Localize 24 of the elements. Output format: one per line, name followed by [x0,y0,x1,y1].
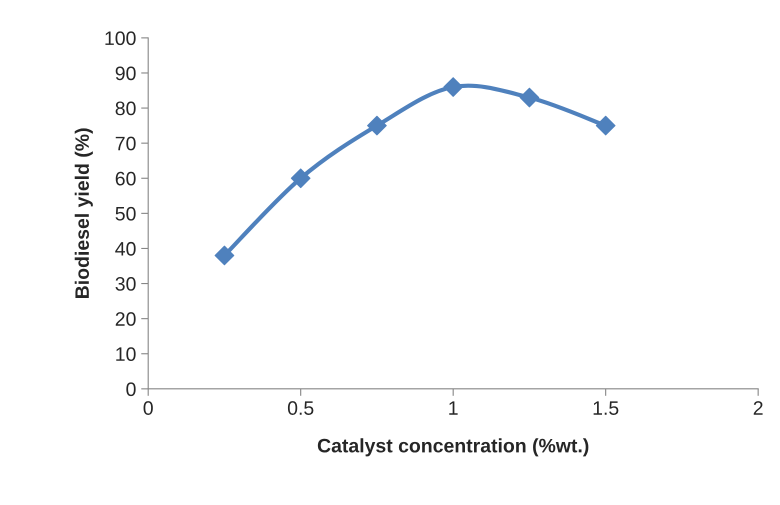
y-axis-title: Biodiesel yield (%) [74,128,93,298]
point [290,168,311,188]
y-tick-label: 90 [116,66,136,80]
y-tick-label: 40 [115,242,136,256]
y-tick-label: 10 [116,347,136,361]
x-tick-label: 0 [144,401,153,415]
x-tick-label: 1 [449,401,458,415]
y-tick-label: 70 [116,136,136,150]
y-tick-label: 20 [116,312,136,326]
y-tick-label: 0 [126,382,136,396]
x-tick-label: 2 [754,401,763,415]
y-tick-label: 30 [116,277,136,291]
point [520,88,540,108]
point [367,116,387,136]
point [596,116,616,136]
x-tick-label: 1.5 [594,401,618,415]
x-tick-label: 0.5 [288,401,314,415]
x-axis-title: Catalyst concentration (%wt.) [318,438,588,456]
y-tick-label: 50 [116,206,136,221]
y-tick-label: 100 [105,31,136,46]
y-tick-label: 80 [116,102,136,116]
point [214,246,234,266]
point [443,77,464,97]
y-tick-label: 60 [116,172,136,186]
